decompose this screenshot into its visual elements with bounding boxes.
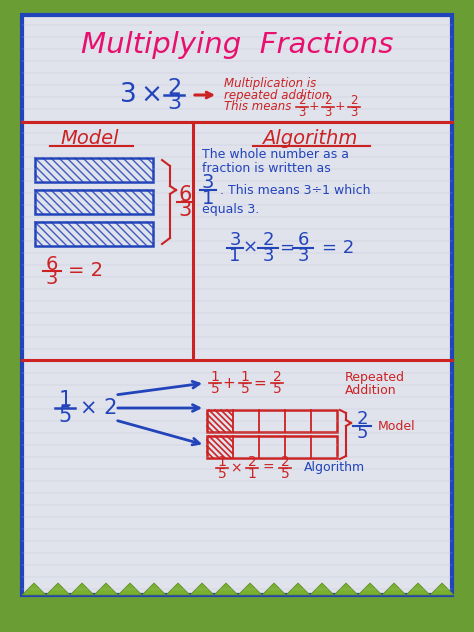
Polygon shape <box>406 583 430 595</box>
Text: 2: 2 <box>356 410 368 428</box>
Polygon shape <box>286 583 310 595</box>
Bar <box>35 158 153 182</box>
Text: $3 \times$: $3 \times$ <box>119 82 161 108</box>
Text: +: + <box>223 375 236 391</box>
Text: 1: 1 <box>58 390 72 410</box>
Text: ×: × <box>230 461 242 475</box>
Text: =: = <box>262 461 274 475</box>
Text: × 2: × 2 <box>80 398 118 418</box>
Polygon shape <box>310 583 334 595</box>
Text: 3: 3 <box>297 247 309 265</box>
Text: Model: Model <box>378 420 416 432</box>
Text: 1: 1 <box>218 455 227 469</box>
Text: =: = <box>280 239 294 257</box>
Text: 5: 5 <box>241 382 249 396</box>
Text: +: + <box>335 100 346 114</box>
Text: 3: 3 <box>350 107 358 119</box>
Text: Addition: Addition <box>345 384 397 396</box>
Text: 2: 2 <box>298 95 306 107</box>
Polygon shape <box>94 583 118 595</box>
Text: 1: 1 <box>247 467 256 481</box>
Polygon shape <box>238 583 262 595</box>
Text: Model: Model <box>61 128 119 147</box>
Text: 5: 5 <box>356 424 368 442</box>
Bar <box>207 410 337 432</box>
Text: = 2: = 2 <box>322 239 354 257</box>
Text: =: = <box>254 375 266 391</box>
Polygon shape <box>358 583 382 595</box>
Bar <box>207 436 337 458</box>
Text: 5: 5 <box>273 382 282 396</box>
Text: 5: 5 <box>218 467 227 481</box>
Bar <box>35 222 153 246</box>
Text: 3: 3 <box>262 247 274 265</box>
Text: This means: This means <box>224 100 292 114</box>
Text: ×: × <box>242 239 257 257</box>
Polygon shape <box>118 583 142 595</box>
Text: equals 3.: equals 3. <box>202 204 259 217</box>
Text: Algorithm: Algorithm <box>262 128 358 147</box>
Text: . This means 3÷1 which: . This means 3÷1 which <box>220 183 371 197</box>
Text: 5: 5 <box>210 382 219 396</box>
Text: 6: 6 <box>178 185 191 205</box>
Text: 2: 2 <box>262 231 274 249</box>
Text: 3: 3 <box>324 107 332 119</box>
Text: Multiplication is: Multiplication is <box>224 76 316 90</box>
Text: 3: 3 <box>167 93 181 113</box>
Text: Algorithm: Algorithm <box>304 461 365 475</box>
Polygon shape <box>190 583 214 595</box>
Text: 1: 1 <box>202 188 214 207</box>
Polygon shape <box>262 583 286 595</box>
Polygon shape <box>70 583 94 595</box>
Text: 2: 2 <box>167 78 181 98</box>
Text: 3: 3 <box>202 174 214 193</box>
Text: Repeated: Repeated <box>345 372 405 384</box>
Polygon shape <box>46 583 70 595</box>
Text: 2: 2 <box>324 95 332 107</box>
Text: 5: 5 <box>58 406 72 426</box>
Polygon shape <box>142 583 166 595</box>
Text: fraction is written as: fraction is written as <box>202 162 331 176</box>
Text: Multiplying  Fractions: Multiplying Fractions <box>81 31 393 59</box>
Bar <box>35 190 153 214</box>
Text: 3: 3 <box>229 231 241 249</box>
Text: 1: 1 <box>210 370 219 384</box>
Text: repeated addition.: repeated addition. <box>224 88 333 102</box>
Polygon shape <box>430 583 454 595</box>
Text: 3: 3 <box>298 107 306 119</box>
Text: 2: 2 <box>247 455 256 469</box>
Polygon shape <box>334 583 358 595</box>
Polygon shape <box>382 583 406 595</box>
Text: 2: 2 <box>273 370 282 384</box>
Text: 1: 1 <box>241 370 249 384</box>
Polygon shape <box>166 583 190 595</box>
Polygon shape <box>214 583 238 595</box>
Text: 5: 5 <box>281 467 289 481</box>
Text: 3: 3 <box>46 269 58 288</box>
Text: 6: 6 <box>297 231 309 249</box>
Text: = 2: = 2 <box>68 262 103 281</box>
Polygon shape <box>22 583 46 595</box>
Text: 1: 1 <box>229 247 241 265</box>
Text: 3: 3 <box>178 200 191 220</box>
Text: 6: 6 <box>46 255 58 274</box>
Text: +: + <box>309 100 319 114</box>
Text: 2: 2 <box>350 95 358 107</box>
Text: The whole number as a: The whole number as a <box>202 149 349 162</box>
Text: 2: 2 <box>281 455 289 469</box>
